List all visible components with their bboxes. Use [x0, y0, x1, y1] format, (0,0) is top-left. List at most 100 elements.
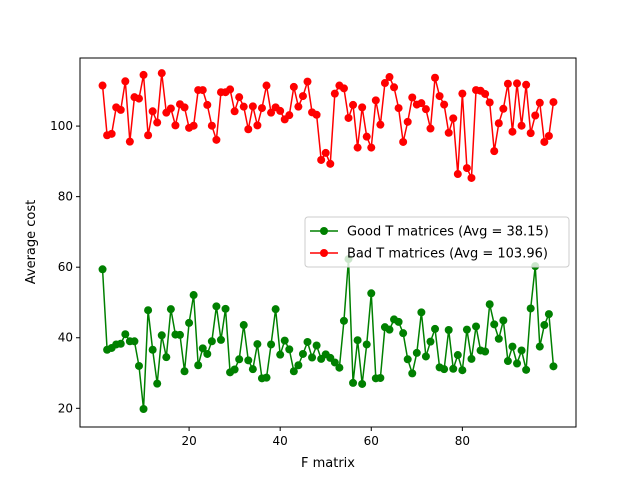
data-point: [426, 337, 435, 346]
data-point: [130, 337, 139, 346]
data-point: [399, 329, 408, 338]
data-point: [139, 405, 148, 414]
data-point: [134, 361, 143, 370]
legend: Good T matrices (Avg = 38.15) Bad T matri…: [304, 216, 570, 268]
legend-marker: [320, 227, 328, 235]
data-point: [280, 336, 289, 345]
data-point: [171, 121, 180, 130]
data-point: [481, 89, 490, 98]
data-point: [248, 102, 257, 111]
data-point: [508, 127, 517, 136]
data-point: [344, 113, 353, 122]
data-point: [189, 121, 198, 130]
data-point: [303, 337, 312, 346]
x-tick-label: 20: [181, 434, 196, 448]
data-point: [444, 128, 453, 137]
data-point: [144, 131, 153, 140]
data-point: [262, 81, 271, 90]
data-point: [267, 340, 276, 349]
y-tick-label: 40: [58, 331, 73, 345]
data-point: [544, 310, 553, 319]
data-point: [494, 334, 503, 343]
x-axis-label: F matrix: [301, 456, 355, 471]
data-point: [98, 81, 107, 90]
data-point: [116, 339, 125, 348]
data-point: [312, 110, 321, 119]
data-point: [376, 373, 385, 382]
legend-item: Bad T matrices (Avg = 103.96): [310, 247, 548, 262]
plot-frame: [79, 57, 577, 428]
data-point: [294, 102, 303, 111]
data-point: [490, 320, 499, 329]
data-point: [431, 324, 440, 333]
y-tick-label: 20: [58, 401, 73, 415]
data-point: [198, 86, 207, 95]
data-point: [499, 104, 508, 113]
data-point: [153, 379, 162, 388]
data-point: [216, 335, 225, 344]
data-point: [444, 325, 453, 334]
data-point: [540, 137, 549, 146]
data-point: [185, 318, 194, 327]
data-point: [148, 345, 157, 354]
legend-marker: [320, 249, 328, 257]
data-point: [317, 155, 326, 164]
data-point: [239, 102, 248, 111]
data-point: [230, 107, 239, 116]
data-point: [257, 104, 266, 113]
data-point: [226, 85, 235, 94]
data-point: [198, 344, 207, 353]
data-point: [421, 105, 430, 114]
data-point: [153, 118, 162, 127]
data-point: [467, 173, 476, 182]
data-point: [267, 108, 276, 117]
data-point: [157, 69, 166, 78]
data-point: [394, 104, 403, 113]
y-tick-label: 60: [58, 260, 73, 274]
data-point: [326, 159, 335, 168]
data-point: [235, 355, 244, 364]
data-point: [353, 143, 362, 152]
data-point: [253, 340, 262, 349]
data-point: [235, 93, 244, 102]
data-point: [453, 351, 462, 360]
data-point: [462, 325, 471, 334]
data-point: [148, 107, 157, 116]
data-point: [367, 143, 376, 152]
data-point: [212, 302, 221, 311]
y-axis: 20 40 60 80 100: [50, 119, 80, 415]
data-point: [285, 345, 294, 354]
data-point: [517, 346, 526, 355]
legend-label: Good T matrices (Avg = 38.15): [347, 225, 549, 240]
data-point: [426, 124, 435, 133]
series-1: [98, 69, 558, 182]
data-point: [544, 131, 553, 140]
data-point: [380, 79, 389, 88]
data-point: [440, 100, 449, 109]
data-point: [98, 265, 107, 274]
data-point: [298, 349, 307, 358]
data-point: [522, 80, 531, 89]
data-point: [276, 350, 285, 359]
data-point: [349, 378, 358, 387]
data-point: [207, 337, 216, 346]
data-point: [134, 94, 143, 103]
data-point: [289, 82, 298, 91]
data-point: [308, 353, 317, 362]
data-point: [440, 365, 449, 374]
data-point: [335, 363, 344, 372]
data-point: [472, 322, 481, 331]
data-point: [403, 117, 412, 126]
data-point: [531, 111, 540, 120]
series-0: [98, 255, 558, 414]
data-point: [139, 70, 148, 79]
data-point: [203, 100, 212, 109]
data-point: [371, 96, 380, 105]
data-point: [417, 99, 426, 108]
data-point: [321, 148, 330, 157]
x-tick-label: 60: [364, 434, 379, 448]
data-point: [244, 125, 253, 134]
data-point: [162, 353, 171, 362]
data-point: [367, 289, 376, 298]
